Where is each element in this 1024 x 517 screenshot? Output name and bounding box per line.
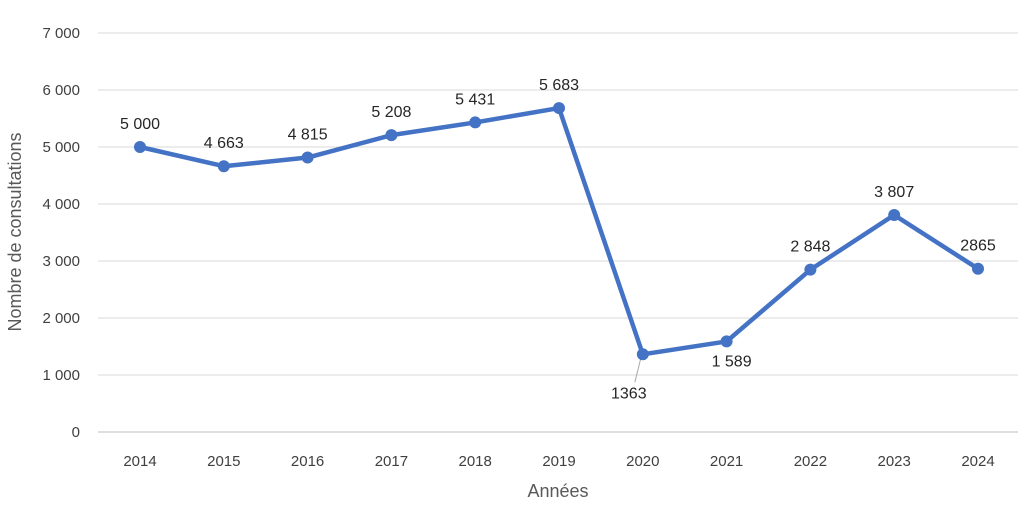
leader-line [634,358,642,383]
data-point [385,129,398,142]
data-label: 5 431 [455,91,495,108]
data-label: 3 807 [874,184,914,201]
x-tick-label: 2014 [123,453,156,470]
y-tick-label: 7 000 [42,25,80,42]
x-tick-label: 2018 [459,453,492,470]
data-labels: 5 000 4 663 4 815 5 208 5 431 5 683 1363 1 589 2… [120,77,996,402]
x-tick-label: 2024 [961,453,994,470]
data-label: 4 663 [204,135,244,152]
data-label: 1363 [611,385,647,402]
x-tick-label: 2023 [878,453,911,470]
data-label: 4 815 [288,127,328,144]
data-label: 5 683 [539,77,579,94]
series-line [137,105,981,357]
y-tick-label: 1 000 [42,367,80,384]
x-tick-labels: 2014 2015 2016 2017 2018 2019 2020 2021 2022 2023… [123,453,994,470]
x-tick-label: 2020 [626,453,659,470]
series-line-group [137,105,981,357]
data-label: 2 848 [790,239,830,256]
y-tick-label: 2 000 [42,310,80,327]
y-tick-label: 5 000 [42,139,80,156]
y-axis-title: Nombre de consultations [5,132,25,331]
x-tick-label: 2022 [794,453,827,470]
data-point [888,209,901,222]
data-point [720,335,733,348]
x-tick-label: 2015 [207,453,240,470]
x-axis-title: Années [527,481,588,501]
data-point [469,116,482,129]
data-label: 2865 [960,238,996,255]
data-label: 5 208 [371,104,411,121]
data-point [301,151,314,164]
y-tick-label: 3 000 [42,253,80,270]
data-label: 5 000 [120,116,160,133]
data-point [553,102,565,115]
data-label: 1 589 [712,353,752,370]
label-leader-lines [634,358,642,383]
x-tick-label: 2016 [291,453,324,470]
data-points [134,102,984,361]
data-point [134,141,146,153]
y-tick-label: 0 [72,424,80,441]
data-point [636,348,649,361]
data-point [972,262,984,275]
y-tick-labels: 0 1 000 2 000 3 000 4 000 5 000 6 000 7 000 [42,25,80,441]
x-tick-label: 2019 [542,453,575,470]
gridlines [98,32,1018,433]
data-point [804,263,817,276]
y-tick-label: 4 000 [42,196,80,213]
y-tick-label: 6 000 [42,82,80,99]
x-tick-label: 2017 [375,453,408,470]
data-point [217,160,230,173]
x-tick-label: 2021 [710,453,743,470]
